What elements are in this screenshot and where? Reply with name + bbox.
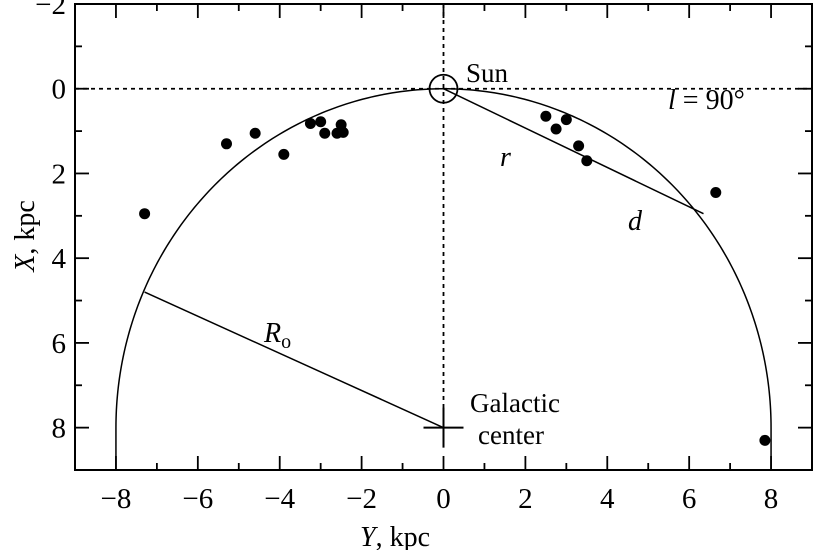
sun-label: Sun xyxy=(466,58,509,88)
line-r-d xyxy=(443,88,704,215)
y-axis-label: X, kpc xyxy=(10,200,41,273)
y-axis-label-unit: , kpc xyxy=(10,200,41,254)
data-point xyxy=(319,127,331,139)
l-symbol: l xyxy=(668,85,676,116)
plot-area xyxy=(75,4,812,470)
data-point xyxy=(550,123,562,135)
y-tick-label: 6 xyxy=(52,328,67,360)
x-axis-label-var: Y xyxy=(360,522,379,550)
r0-subscript: o xyxy=(281,331,291,353)
data-point xyxy=(581,155,593,167)
x-tick-label: −6 xyxy=(182,483,213,515)
data-point xyxy=(220,138,232,150)
data-point xyxy=(337,126,349,138)
data-point xyxy=(710,187,722,199)
d-label: d xyxy=(628,206,643,237)
data-point xyxy=(304,117,316,129)
l-value: = 90° xyxy=(676,85,745,116)
r0-symbol: R xyxy=(263,318,281,349)
line-r0 xyxy=(144,291,444,429)
galactic-center-label-line2: center xyxy=(478,420,544,450)
y-tick-label: 8 xyxy=(52,413,67,445)
data-point xyxy=(560,114,572,126)
data-point xyxy=(249,127,261,139)
x-tick-label: −8 xyxy=(101,483,132,515)
x-tick-label: 6 xyxy=(682,483,697,515)
y-tick-label: 0 xyxy=(52,74,67,106)
x-axis-label-unit: , kpc xyxy=(376,522,430,550)
x-tick-label: 4 xyxy=(600,483,615,515)
data-point xyxy=(759,434,771,446)
x-tick-label: −4 xyxy=(264,483,295,515)
data-point xyxy=(540,110,552,122)
r0-label: Ro xyxy=(263,318,291,353)
data-points xyxy=(139,110,771,446)
x-tick-label: 2 xyxy=(518,483,533,515)
data-point xyxy=(573,140,585,152)
y-axis-label-var: X xyxy=(10,254,41,273)
annotations xyxy=(423,73,464,448)
x-tick-label: −2 xyxy=(346,483,377,515)
tick-labels: −8 −6 −4 −2 0 2 4 6 8 −2 0 2 4 6 8 xyxy=(35,0,778,515)
x-axis-label: Y, kpc xyxy=(360,522,430,550)
x-tick-label: 8 xyxy=(764,483,779,515)
x-tick-label: 0 xyxy=(436,483,451,515)
sun-marker xyxy=(428,73,459,104)
y-tick-label: 2 xyxy=(52,158,67,190)
data-point xyxy=(139,208,151,220)
y-tick-label: −2 xyxy=(35,0,66,21)
data-point xyxy=(278,148,290,160)
galactic-center-label-line1: Galactic xyxy=(470,388,560,418)
data-point xyxy=(315,116,327,128)
r-label: r xyxy=(500,142,511,173)
l-angle-label: l = 90° xyxy=(668,85,745,116)
tick-marks xyxy=(74,3,813,471)
y-tick-label: 4 xyxy=(52,243,67,275)
